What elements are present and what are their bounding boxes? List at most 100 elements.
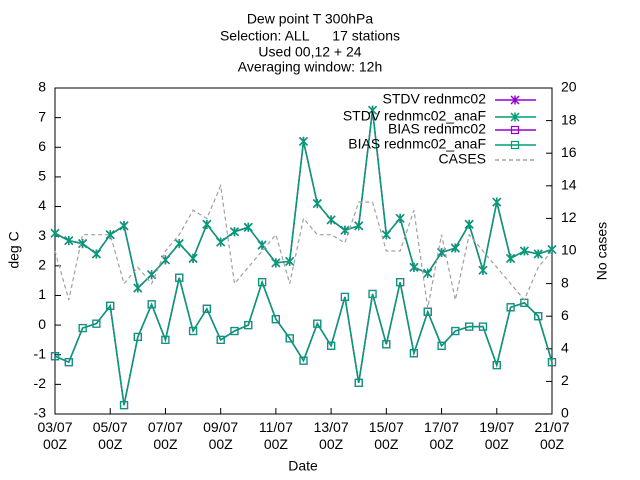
x-axis-label: Date [288,458,318,474]
point [478,322,488,331]
y2-tick-label: 6 [561,307,569,323]
y-tick-label: 2 [38,257,46,273]
point [64,236,74,246]
point [367,105,378,115]
point [50,228,60,238]
y2-tick-label: 14 [561,177,577,193]
point [133,332,142,342]
y-tick-label: 3 [38,227,46,243]
y2-tick-label: 10 [561,242,577,258]
y2-tick-label: 4 [561,340,569,356]
point [271,258,281,268]
point [64,358,73,367]
point [396,278,405,287]
point [244,320,253,330]
legend-label: STDV rednmc02 [383,91,487,107]
point [78,323,87,333]
point [243,222,253,232]
point [91,249,101,259]
series-line [54,277,553,406]
y2-axis-label: No cases [594,222,610,280]
legend-label: STDV rednmc02_anaF [343,108,486,124]
title-line: Dew point T 300hPa [247,11,374,27]
y2-tick-label: 8 [561,274,569,290]
y-axis-label: deg C [6,231,22,268]
point [506,303,515,312]
x-tick-label: 21/07 00Z [534,419,569,452]
point [312,199,322,209]
point [547,244,557,255]
legend-label: BIAS rednmc02 [388,121,486,137]
point [313,319,322,328]
y-tick-label: 8 [38,79,46,95]
point [423,268,433,278]
y-tick-label: 4 [38,197,46,213]
point [92,319,101,328]
y2-tick-label: 20 [561,79,577,95]
y-tick-label: 7 [38,108,46,124]
point [506,253,516,263]
point [326,215,336,225]
point [395,213,405,223]
legend-label: BIAS rednmc02_anaF [348,136,486,152]
point [510,140,520,150]
x-tick-label: 11/07 00Z [259,419,293,452]
y-tick-label: -2 [34,375,47,391]
y2-tick-label: 0 [561,405,569,421]
point [327,341,336,350]
y-tick-label: 6 [38,138,46,154]
point [216,335,225,345]
point [285,334,294,343]
point [510,95,520,105]
point [216,237,226,247]
point [340,225,350,235]
point [354,221,364,231]
point [465,322,474,331]
point [133,283,143,293]
point [510,125,520,135]
point [510,112,520,122]
point [547,358,557,367]
point [492,197,502,207]
point [50,352,60,361]
title-line: Used 00,12 + 24 [258,44,361,60]
point [174,239,184,249]
x-tick-label: 15/07 00Z [369,419,404,452]
point [534,312,543,321]
point [106,301,115,310]
point [354,378,363,387]
point [409,349,419,358]
y2-tick-label: 18 [561,111,577,127]
point [105,230,115,240]
point [119,401,129,410]
point [147,300,156,309]
x-tick-label: 05/07 00Z [93,419,128,452]
y-tick-label: -1 [34,345,47,361]
y-tick-label: 5 [38,168,46,184]
point [298,136,309,146]
x-tick-label: 07/07 00Z [148,419,183,452]
point [202,219,212,229]
point [202,304,211,313]
point [299,356,308,365]
point [119,221,129,231]
point [519,246,529,256]
legend-label: CASES [439,151,486,167]
y2-tick-label: 2 [561,372,569,388]
x-tick-label: 19/07 00Z [479,419,514,452]
point [285,256,295,266]
point [478,265,488,275]
point [464,219,474,229]
point [423,307,432,316]
y2-tick-label: 16 [561,144,577,160]
y-tick-label: -3 [34,405,47,421]
point [492,361,501,370]
point [368,289,377,299]
point [229,227,240,237]
point [175,273,184,282]
x-tick-label: 09/07 00Z [203,419,238,452]
y-tick-label: 1 [38,286,46,302]
point [382,340,391,349]
point [188,326,198,336]
